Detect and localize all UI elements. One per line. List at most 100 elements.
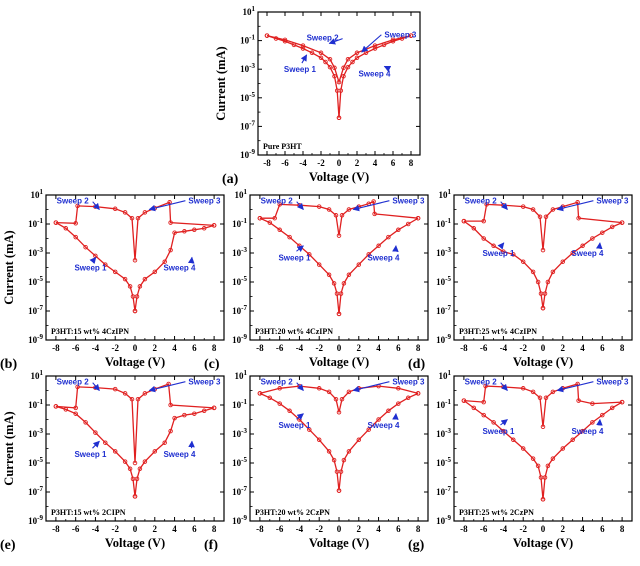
y-tick-label: 10-3 — [232, 246, 247, 258]
data-point — [168, 247, 173, 253]
sweep-1-arrow — [300, 54, 308, 64]
data-point — [53, 404, 59, 409]
y-axis-label: Current (mA) — [2, 411, 16, 485]
x-tick-label: -8 — [460, 524, 468, 534]
data-point — [287, 234, 292, 240]
x-tick-label: 0 — [133, 343, 138, 353]
series-line-1 — [55, 405, 215, 497]
x-tick-label: -4 — [500, 343, 508, 353]
data-point — [346, 207, 352, 212]
data-point — [336, 311, 342, 317]
data-point — [580, 243, 585, 249]
data-point — [277, 227, 282, 233]
data-point — [326, 449, 332, 454]
data-point — [192, 411, 197, 416]
y-tick-label: 10-3 — [28, 427, 43, 439]
x-tick-label: 2 — [355, 158, 360, 168]
data-point — [122, 276, 128, 282]
data-point — [168, 220, 173, 225]
data-point — [122, 459, 128, 464]
x-tick-label: -2 — [315, 524, 323, 534]
data-point — [257, 391, 263, 396]
x-tick-label: 2 — [357, 343, 362, 353]
x-tick-label: -2 — [519, 524, 527, 534]
sweep-3-label: Sweep 3 — [188, 378, 221, 387]
data-point — [576, 215, 581, 221]
data-point — [201, 408, 207, 414]
y-tick-label: 101 — [31, 369, 44, 381]
series-line-2 — [463, 201, 623, 251]
sweep-2-arrow — [500, 382, 508, 392]
x-tick-label: -8 — [263, 158, 271, 168]
panel-label: (c) — [204, 357, 220, 372]
sweep-1-label: Sweep 1 — [278, 421, 311, 430]
sweep-3-label: Sweep 3 — [188, 197, 221, 206]
x-tick-label: -6 — [72, 524, 80, 534]
x-tick-label: -4 — [500, 524, 508, 534]
data-point — [543, 214, 549, 220]
data-point — [142, 459, 148, 464]
data-point — [338, 469, 344, 474]
y-tick-label: 10-1 — [28, 217, 43, 229]
y-axis-label: Current (mA) — [214, 46, 228, 120]
data-point — [560, 259, 566, 264]
x-tick-label: -4 — [92, 343, 100, 353]
data-point — [300, 43, 306, 48]
data-point — [540, 305, 546, 311]
y-tick-label: 101 — [235, 188, 248, 200]
data-point — [122, 391, 128, 396]
x-axis-label: Voltage (V) — [105, 355, 165, 369]
x-tick-label: -6 — [281, 158, 289, 168]
data-point — [277, 386, 282, 391]
data-point — [560, 446, 566, 451]
sweep-1-label: Sweep 1 — [74, 450, 107, 459]
sweep-2-label: Sweep 2 — [307, 34, 340, 43]
x-tick-label: 2 — [153, 524, 158, 534]
data-point — [168, 402, 173, 408]
data-point — [341, 74, 346, 79]
data-point — [182, 229, 187, 234]
x-tick-label: 0 — [337, 343, 342, 353]
x-tick-label: -8 — [52, 524, 60, 534]
data-point — [326, 389, 332, 395]
data-point — [540, 247, 546, 253]
y-axis-label: Current (mA) — [2, 230, 16, 304]
panel-c: -8 -6 -4 -2 0 2 4 6 8 101 10-1 10-3 10-5 10-7 10-9 Volt… — [204, 188, 429, 372]
data-point — [316, 262, 322, 267]
sweep-4-label: Sweep 4 — [571, 427, 604, 436]
data-point — [390, 37, 396, 43]
y-tick-label: 10-5 — [232, 456, 247, 468]
x-tick-label: 4 — [172, 343, 177, 353]
data-point — [366, 252, 371, 257]
data-point — [346, 272, 352, 278]
data-point — [112, 449, 118, 454]
data-point — [336, 233, 342, 238]
x-tick-label: 2 — [561, 343, 566, 353]
sweep-3-label: Sweep 3 — [392, 197, 425, 206]
data-point — [112, 269, 118, 275]
panel-label: (b) — [0, 357, 17, 372]
data-point — [63, 226, 69, 231]
data-point — [73, 234, 78, 240]
x-tick-label: 2 — [153, 343, 158, 353]
data-point — [550, 389, 556, 395]
data-point — [471, 226, 477, 231]
data-point — [576, 398, 581, 403]
data-point — [338, 291, 344, 296]
data-point — [182, 412, 187, 418]
y-tick-label: 101 — [439, 369, 452, 381]
data-point — [336, 410, 342, 415]
data-point — [267, 220, 273, 225]
data-point — [535, 463, 541, 469]
sweep-4-label: Sweep 4 — [367, 253, 400, 262]
x-tick-label: 0 — [337, 158, 342, 168]
y-tick-label: 10-3 — [436, 246, 451, 258]
y-tick-label: 10-7 — [28, 485, 43, 497]
data-point — [316, 437, 322, 443]
sweep-2-arrow — [296, 382, 304, 392]
y-tick-label: 10-1 — [232, 398, 247, 410]
data-point — [267, 395, 273, 401]
sweep-3-label: Sweep 3 — [596, 378, 629, 387]
sweep-3-arrow — [556, 200, 594, 212]
